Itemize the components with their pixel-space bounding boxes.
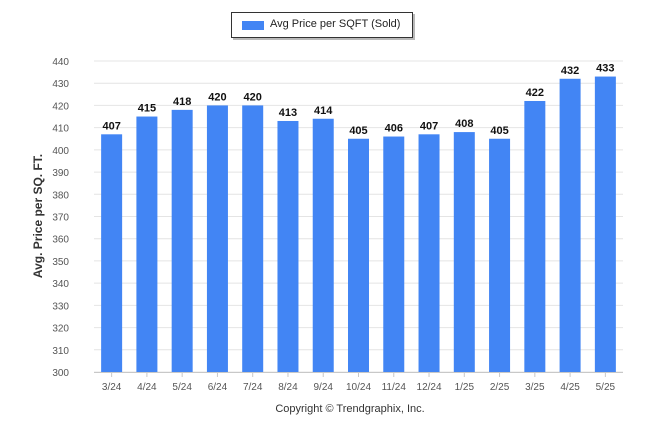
bar	[277, 120, 299, 372]
x-tick-label: 10/24	[346, 382, 371, 393]
data-label: 420	[244, 91, 262, 103]
y-tick-label: 390	[52, 168, 69, 179]
data-label: 408	[455, 118, 473, 130]
y-tick-label: 430	[52, 79, 69, 90]
bar	[206, 105, 228, 372]
data-label: 415	[138, 103, 156, 115]
y-tick-label: 310	[52, 346, 69, 357]
x-tick-label: 4/25	[560, 382, 580, 393]
y-tick-label: 420	[52, 101, 69, 112]
x-tick-label: 4/24	[137, 382, 157, 393]
data-label: 420	[208, 91, 226, 103]
y-tick-label: 370	[52, 213, 69, 224]
data-label: 405	[490, 125, 508, 137]
x-tick-label: 2/25	[490, 382, 510, 393]
bar	[171, 109, 193, 372]
bar	[136, 116, 158, 373]
bar	[101, 134, 123, 372]
x-tick-label: 8/24	[278, 382, 298, 393]
data-label: 432	[561, 65, 579, 77]
legend-label: Avg Price per SQFT (Sold)	[270, 18, 401, 30]
axes: 3003103203303403503603703803904004104204…	[52, 57, 623, 393]
data-labels: 407 415 418 420 420 413 414 405 406 407 408 405 422 4…	[102, 63, 614, 137]
x-tick-label: 12/24	[417, 382, 442, 393]
x-tick-label: 9/24	[313, 382, 333, 393]
y-axis-title: Avg. Price per SQ. FT.	[31, 154, 45, 278]
bar	[242, 105, 264, 372]
x-tick-label: 11/24	[382, 382, 407, 393]
bar	[312, 118, 334, 372]
legend-swatch-icon	[242, 21, 264, 30]
copyright-text: Copyright © Trendgraphix, Inc.	[275, 403, 424, 415]
data-label: 405	[349, 125, 367, 137]
y-tick-label: 300	[52, 368, 69, 379]
bar	[594, 76, 616, 373]
bar	[489, 138, 511, 372]
y-tick-label: 330	[52, 301, 69, 312]
legend: Avg Price per SQFT (Sold)	[231, 12, 413, 38]
x-tick-label: 5/24	[172, 382, 192, 393]
gridlines	[94, 60, 623, 373]
y-tick-label: 360	[52, 235, 69, 246]
bar	[453, 132, 475, 372]
bar	[383, 136, 405, 372]
y-tick-label: 350	[52, 257, 69, 268]
data-label: 413	[279, 107, 297, 119]
data-label: 407	[102, 120, 120, 132]
data-label: 433	[596, 63, 614, 75]
y-tick-label: 410	[52, 124, 69, 135]
y-tick-label: 380	[52, 190, 69, 201]
x-tick-label: 1/25	[455, 382, 475, 393]
bar	[348, 138, 369, 372]
y-tick-label: 320	[52, 324, 69, 335]
bar	[559, 78, 581, 373]
y-tick-label: 400	[52, 146, 69, 157]
x-tick-label: 7/24	[243, 382, 263, 393]
data-label: 414	[314, 105, 333, 117]
y-tick-label: 340	[52, 279, 69, 290]
data-label: 406	[385, 123, 403, 135]
x-tick-label: 5/25	[596, 382, 616, 393]
bar	[418, 134, 440, 372]
data-label: 407	[420, 120, 438, 132]
x-tick-label: 6/24	[208, 382, 228, 393]
x-tick-label: 3/25	[525, 382, 545, 393]
y-tick-label: 440	[52, 57, 69, 68]
x-tick-label: 3/24	[102, 382, 122, 393]
bar	[524, 100, 546, 372]
data-label: 418	[173, 96, 191, 108]
data-label: 422	[526, 87, 544, 99]
bars	[101, 76, 616, 373]
